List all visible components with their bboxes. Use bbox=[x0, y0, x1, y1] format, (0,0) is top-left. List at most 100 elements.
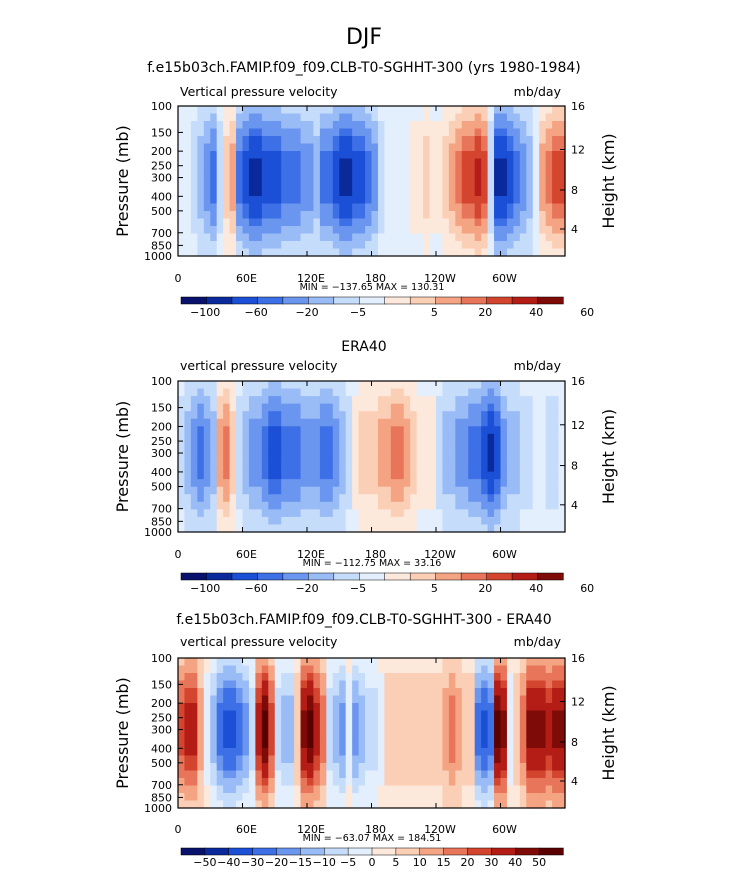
heatmap-cell bbox=[261, 166, 269, 175]
heatmap-cell bbox=[461, 211, 469, 220]
heatmap-cell bbox=[268, 441, 276, 450]
heatmap-cell bbox=[178, 703, 186, 712]
heatmap-cell bbox=[229, 516, 237, 526]
heatmap-cell bbox=[500, 106, 508, 115]
heatmap-cell bbox=[384, 173, 392, 182]
heatmap-cell bbox=[255, 524, 263, 533]
heatmap-cell bbox=[461, 486, 469, 495]
heatmap-cell bbox=[377, 143, 385, 152]
heatmap-cell bbox=[442, 471, 450, 480]
heatmap-cell bbox=[455, 501, 463, 510]
heatmap-cell bbox=[236, 494, 244, 503]
heatmap-cell bbox=[274, 158, 282, 167]
panel-title: f.e15b03ch.FAMIP.f09_f09.CLB-T0-SGHHT-30… bbox=[147, 60, 580, 76]
heatmap-cell bbox=[210, 411, 218, 420]
heatmap-cell bbox=[365, 755, 373, 764]
heatmap-cell bbox=[365, 381, 373, 390]
heatmap-cell bbox=[545, 486, 553, 495]
heatmap-cell bbox=[190, 396, 198, 405]
heatmap-cell bbox=[487, 456, 495, 465]
heatmap-cell bbox=[481, 381, 489, 390]
heatmap-cell bbox=[371, 136, 379, 145]
heatmap-cell bbox=[481, 173, 489, 182]
heatmap-cell bbox=[390, 673, 398, 682]
heatmap-cell bbox=[345, 113, 353, 122]
heatmap-cell bbox=[242, 433, 250, 442]
heatmap-cell bbox=[210, 441, 218, 450]
heatmap-cell bbox=[203, 128, 211, 137]
heatmap-cell bbox=[300, 494, 308, 503]
heatmap-cell bbox=[494, 740, 502, 749]
heatmap-cell bbox=[242, 673, 250, 682]
heatmap-cell bbox=[255, 785, 263, 794]
heatmap-cell bbox=[494, 248, 502, 257]
heatmap-cell bbox=[500, 426, 508, 435]
heatmap-cell bbox=[358, 418, 366, 427]
heatmap-cell bbox=[326, 218, 334, 227]
heatmap-cell bbox=[532, 151, 540, 160]
heatmap-cell bbox=[300, 718, 308, 727]
heatmap-cell bbox=[268, 433, 276, 442]
heatmap-cell bbox=[319, 151, 327, 160]
heatmap-cell bbox=[365, 703, 373, 712]
heatmap-cell bbox=[390, 233, 398, 242]
heatmap-cell bbox=[184, 248, 192, 257]
heatmap-cell bbox=[281, 718, 289, 727]
heatmap-cell bbox=[300, 785, 308, 794]
heatmap-cell bbox=[545, 448, 553, 458]
heatmap-cell bbox=[268, 718, 276, 727]
heatmap-cell bbox=[474, 658, 482, 667]
heatmap-cell bbox=[365, 516, 373, 526]
heatmap-cell bbox=[506, 658, 514, 667]
heatmap-cell bbox=[487, 725, 495, 734]
heatmap-cell bbox=[481, 800, 489, 809]
y-axis-title: Pressure (mb) bbox=[113, 125, 132, 237]
heatmap-cell bbox=[190, 770, 198, 779]
heatmap-cell bbox=[313, 658, 321, 667]
heatmap-cell bbox=[532, 486, 540, 495]
heatmap-cell bbox=[203, 763, 211, 772]
heatmap-cell bbox=[410, 441, 418, 450]
heatmap-cell bbox=[216, 136, 224, 145]
heatmap-cell bbox=[319, 494, 327, 503]
heatmap-cell bbox=[397, 128, 405, 137]
heatmap-cell bbox=[242, 226, 250, 235]
heatmap-cell bbox=[281, 763, 289, 772]
heatmap-cell bbox=[474, 128, 482, 137]
heatmap-cell bbox=[339, 181, 347, 190]
heatmap-cell bbox=[223, 793, 231, 802]
heatmap-cell bbox=[216, 695, 224, 704]
heatmap-cell bbox=[248, 433, 256, 442]
heatmap-cell bbox=[506, 688, 514, 697]
heatmap-cell bbox=[300, 166, 308, 175]
heatmap-cell bbox=[358, 181, 366, 190]
colorbar-swatch bbox=[371, 847, 397, 856]
heatmap-cell bbox=[487, 203, 495, 212]
heatmap-cell bbox=[448, 710, 456, 719]
heatmap-cell bbox=[416, 494, 424, 503]
heatmap-cell bbox=[345, 403, 353, 412]
colorbar-swatch bbox=[231, 572, 259, 581]
y-tick-label: 200 bbox=[151, 145, 172, 158]
heatmap-cell bbox=[558, 688, 566, 697]
heatmap-cell bbox=[513, 695, 521, 704]
heatmap-cell bbox=[371, 181, 379, 190]
heatmap-cell bbox=[236, 763, 244, 772]
heatmap-cell bbox=[494, 479, 502, 488]
heatmap-cell bbox=[442, 710, 450, 719]
heatmap-cell bbox=[287, 770, 295, 779]
heatmap-cell bbox=[429, 770, 437, 779]
heatmap-cell bbox=[519, 680, 527, 689]
heatmap-cell bbox=[326, 486, 334, 495]
heatmap-cell bbox=[500, 733, 508, 742]
heatmap-cell bbox=[319, 203, 327, 212]
heatmap-cell bbox=[190, 241, 198, 250]
heatmap-cell bbox=[384, 158, 392, 167]
heatmap-cell bbox=[429, 778, 437, 787]
heatmap-cell bbox=[377, 688, 385, 697]
heatmap-cell bbox=[377, 418, 385, 427]
heatmap-cell bbox=[410, 763, 418, 772]
heatmap-cell bbox=[487, 486, 495, 495]
heatmap-cell bbox=[558, 403, 566, 412]
colorbar-swatch bbox=[467, 847, 493, 856]
